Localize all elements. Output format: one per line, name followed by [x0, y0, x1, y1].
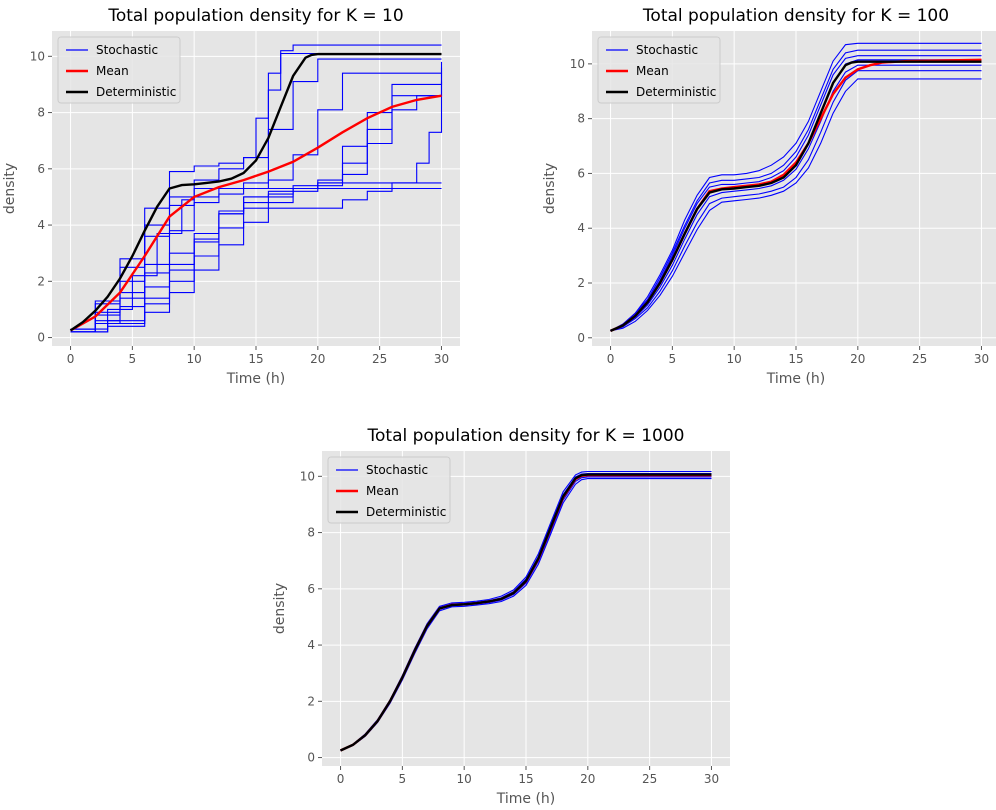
legend-box	[327, 456, 451, 524]
x-tick-label: 25	[912, 352, 927, 366]
plot-data	[69, 44, 443, 333]
legend-box	[597, 36, 721, 104]
legend: Stochastic Mean Deterministic	[57, 36, 181, 104]
y-tick-label: 10	[570, 57, 585, 71]
stochastic-run-1	[610, 42, 982, 332]
y-tick-label: 0	[307, 751, 315, 765]
x-tick-label: 0	[607, 352, 615, 366]
stochastic-run-6	[610, 70, 982, 332]
x-tick-label: 10	[187, 352, 202, 366]
chart-title: Total population density for K = 10	[107, 6, 403, 26]
x-tick-label: 5	[669, 352, 677, 366]
x-tick-label: 30	[704, 772, 719, 786]
legend-entry: Mean	[636, 64, 669, 78]
x-tick-label: 0	[337, 772, 345, 786]
y-tick-label: 8	[307, 526, 315, 540]
y-tick-label: 2	[307, 694, 315, 708]
x-tick-label: 25	[372, 352, 387, 366]
y-tick-label: 6	[577, 166, 585, 180]
y-tick-label: 8	[37, 106, 45, 120]
legend-entry: Deterministic	[366, 505, 446, 519]
y-tick-label: 4	[577, 221, 585, 235]
deterministic-line	[69, 52, 442, 332]
chart-title: Total population density for K = 1000	[367, 426, 685, 446]
y-tick-label: 6	[307, 582, 315, 596]
x-tick-label: 30	[974, 352, 989, 366]
y-tick-label: 10	[300, 469, 315, 483]
chart-2: 0 5 10 15 20 25 30 0 2 4 6 8 10 Total population dens…	[542, 6, 996, 387]
y-axis-label: density	[272, 583, 288, 634]
y-tick-label: 0	[37, 331, 45, 345]
stochastic-run-10	[70, 182, 442, 330]
legend-entry: Deterministic	[96, 85, 176, 99]
y-tick-label: 4	[37, 218, 45, 232]
y-tick-label: 2	[37, 274, 45, 288]
y-axis-label: density	[2, 163, 18, 214]
x-tick-label: 10	[727, 352, 742, 366]
deterministic-line	[340, 473, 712, 752]
stochastic-run-9	[70, 95, 443, 333]
x-tick-label: 15	[248, 352, 263, 366]
x-tick-label: 20	[310, 352, 325, 366]
x-axis-label: Time (h)	[226, 371, 286, 387]
legend-entry: Deterministic	[636, 85, 716, 99]
x-tick-label: 25	[642, 772, 657, 786]
x-tick-label: 30	[434, 352, 449, 366]
x-tick-label: 0	[67, 352, 75, 366]
legend: Stochastic Mean Deterministic	[327, 456, 451, 524]
deterministic-line	[610, 60, 982, 333]
plot-data	[340, 470, 712, 752]
x-tick-label: 15	[518, 772, 533, 786]
legend-entry: Mean	[96, 64, 129, 78]
x-tick-label: 5	[399, 772, 407, 786]
y-tick-label: 10	[30, 49, 45, 63]
x-tick-label: 20	[850, 352, 865, 366]
y-tick-label: 6	[37, 162, 45, 176]
mean-line	[69, 94, 442, 332]
x-tick-label: 5	[129, 352, 137, 366]
x-tick-label: 20	[580, 772, 595, 786]
legend-entry: Stochastic	[96, 43, 158, 57]
legend-entry: Stochastic	[366, 463, 428, 477]
chart-1: 0 5 10 15 20 25 30 0 2 4 6 8 10 Total population dens…	[2, 6, 460, 387]
stochastic-run-7	[610, 78, 982, 332]
plot-data	[610, 42, 982, 333]
y-tick-label: 2	[577, 276, 585, 290]
legend: Stochastic Mean Deterministic	[597, 36, 721, 104]
chart-3: 0 5 10 15 20 25 30 0 2 4 6 8 10 Total population dens…	[272, 426, 730, 807]
legend-entry: Stochastic	[636, 43, 698, 57]
y-tick-label: 4	[307, 638, 315, 652]
y-tick-label: 0	[577, 331, 585, 345]
y-tick-label: 8	[577, 112, 585, 126]
y-axis-label: density	[542, 163, 558, 214]
chart-title: Total population density for K = 100	[642, 6, 949, 26]
legend-entry: Mean	[366, 484, 399, 498]
legend-box	[57, 36, 181, 104]
x-axis-label: Time (h)	[496, 791, 556, 807]
stochastic-run-2	[610, 49, 982, 332]
x-axis-label: Time (h)	[766, 371, 826, 387]
x-tick-label: 15	[788, 352, 803, 366]
x-tick-label: 10	[457, 772, 472, 786]
